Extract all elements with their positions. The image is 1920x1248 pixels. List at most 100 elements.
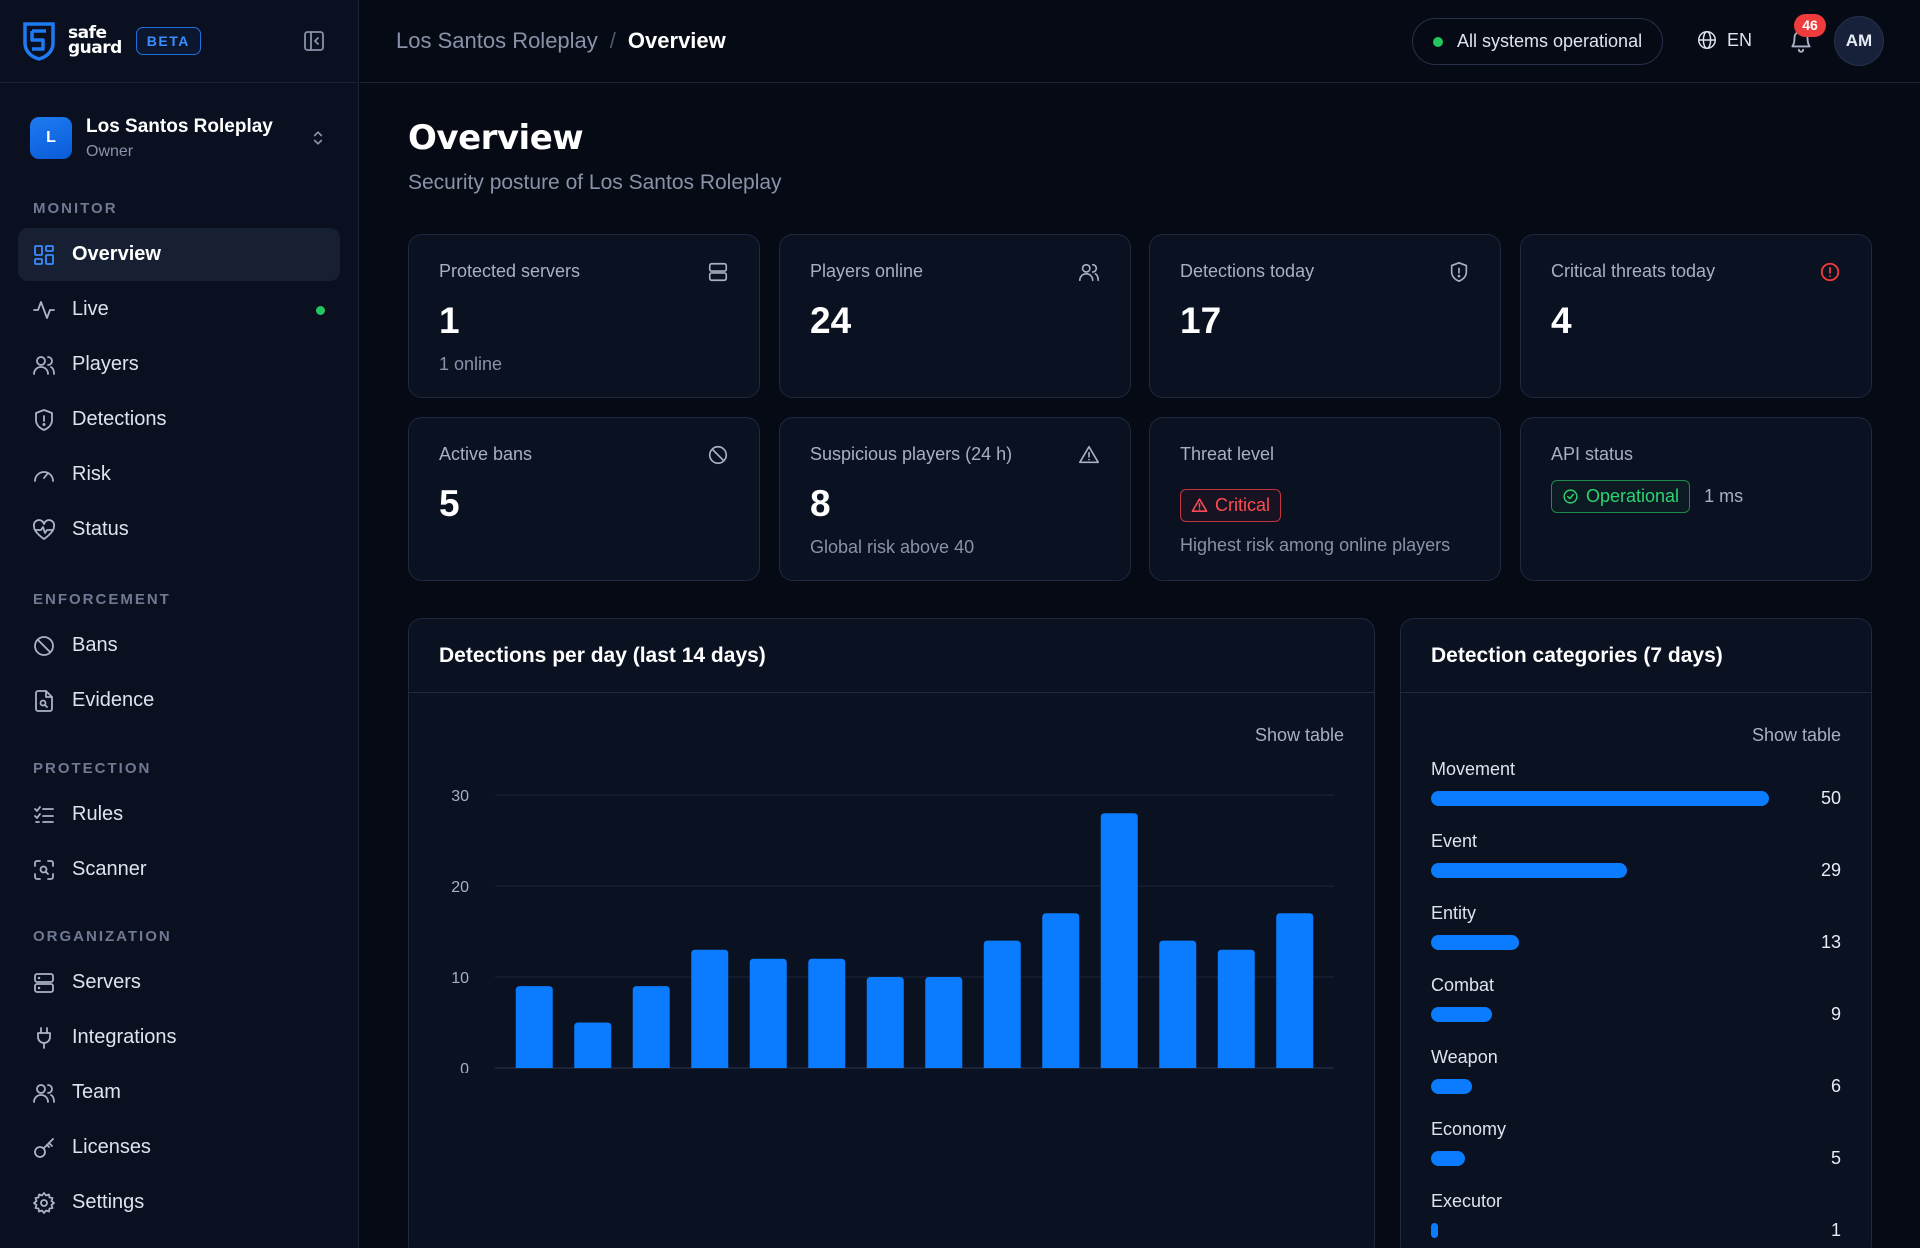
stat-sub: Highest risk among online players xyxy=(1180,535,1451,555)
sidebar-item-label: Live xyxy=(72,298,109,320)
sidebar-item-label: Detections xyxy=(72,408,167,430)
api-status-text: Operational xyxy=(1586,486,1680,506)
user-avatar[interactable]: AM xyxy=(1834,16,1884,66)
threat-level-text: Critical xyxy=(1215,495,1271,515)
stat-card-players-online: Players online 24 xyxy=(779,234,1131,398)
sidebar-item-team[interactable]: Team xyxy=(18,1066,340,1119)
category-value: 50 xyxy=(1820,788,1841,808)
org-name: Los Santos Roleplay xyxy=(86,115,273,137)
category-label: Executor xyxy=(1431,1191,1503,1211)
stat-label: Protected servers xyxy=(439,261,581,281)
category-row: Weapon 6 xyxy=(1431,1047,1841,1119)
check-circle-icon xyxy=(1563,489,1578,504)
system-status-pill[interactable]: All systems operational xyxy=(1412,18,1664,65)
stat-label: Threat level xyxy=(1180,444,1275,464)
pulse-icon xyxy=(33,300,55,319)
sidebar-item-evidence[interactable]: Evidence xyxy=(18,674,340,727)
category-label: Entity xyxy=(1431,903,1477,923)
sidebar-item-label: Team xyxy=(72,1081,121,1103)
category-row: Entity 13 xyxy=(1431,903,1841,975)
category-row: Executor 1 xyxy=(1431,1191,1841,1248)
gear-icon xyxy=(33,1191,55,1214)
stat-value: 5 xyxy=(439,483,460,524)
sidebar-item-players[interactable]: Players xyxy=(18,338,340,391)
sidebar-item-licenses[interactable]: Licenses xyxy=(18,1121,340,1174)
chart-bar xyxy=(515,986,553,1068)
nav-section-enforcement: ENFORCEMENT xyxy=(33,591,171,608)
sidebar-item-label: Integrations xyxy=(72,1026,177,1048)
stat-label: Players online xyxy=(810,261,924,281)
category-bar xyxy=(1431,863,1628,878)
page-title: Overview xyxy=(408,118,584,158)
sidebar-item-label: Overview xyxy=(72,243,161,265)
stat-card-threat-level: Threat level Critical Highest risk among… xyxy=(1149,417,1501,581)
stat-label: Critical threats today xyxy=(1551,261,1716,281)
brand-line-1: safe xyxy=(68,23,107,43)
stat-card-active-bans: Active bans 5 xyxy=(408,417,760,581)
stat-value: 8 xyxy=(810,483,831,524)
alert-circle-icon xyxy=(1820,262,1840,282)
category-value: 5 xyxy=(1830,1148,1841,1168)
category-label: Economy xyxy=(1431,1119,1507,1139)
heart-pulse-icon xyxy=(32,518,56,540)
show-table-button[interactable]: Show table xyxy=(1254,725,1344,745)
breadcrumb-separator: / xyxy=(609,28,616,53)
sidebar-item-integrations[interactable]: Integrations xyxy=(18,1011,340,1064)
show-table-button[interactable]: Show table xyxy=(1751,725,1841,745)
org-switcher[interactable]: L Los Santos Roleplay Owner xyxy=(18,100,340,176)
stat-card-critical-threats: Critical threats today 4 xyxy=(1520,234,1872,398)
breadcrumb-org[interactable]: Los Santos Roleplay xyxy=(396,28,598,53)
stat-sub: 1 online xyxy=(439,354,503,374)
category-row: Economy 5 xyxy=(1431,1119,1841,1191)
shield-icon xyxy=(1450,262,1468,282)
chart-bar xyxy=(1159,940,1197,1068)
stat-card-api-status: API status Operational 1 ms xyxy=(1520,417,1872,581)
stat-sub: Global risk above 40 xyxy=(810,537,975,557)
ban-icon xyxy=(708,445,728,465)
chart-bar xyxy=(691,949,729,1068)
y-tick-label: 0 xyxy=(460,1061,469,1073)
category-bar xyxy=(1431,1079,1472,1094)
sidebar-item-live[interactable]: Live xyxy=(18,283,340,336)
sidebar-collapse-icon[interactable] xyxy=(302,29,326,53)
category-track xyxy=(1431,1223,1769,1238)
panel-title: Detection categories (7 days) xyxy=(1401,619,1871,693)
globe-icon xyxy=(1698,31,1716,49)
category-track xyxy=(1431,1079,1769,1094)
categories-panel: Detection categories (7 days) Show table… xyxy=(1400,618,1872,1248)
sidebar-item-overview[interactable]: Overview xyxy=(18,228,340,281)
stat-value: 1 xyxy=(439,300,460,341)
sidebar-item-detections[interactable]: Detections xyxy=(18,393,340,446)
chart-bar xyxy=(574,1022,612,1068)
sidebar-item-rules[interactable]: Rules xyxy=(18,788,340,841)
sidebar-item-settings[interactable]: Settings xyxy=(18,1176,340,1229)
category-track xyxy=(1431,1007,1769,1022)
sidebar-item-label: Risk xyxy=(72,463,111,485)
key-icon xyxy=(34,1137,54,1158)
ban-icon xyxy=(34,635,54,656)
sidebar-item-label: Licenses xyxy=(72,1136,151,1158)
category-value: 1 xyxy=(1830,1220,1841,1240)
sidebar-item-status[interactable]: Status xyxy=(18,503,340,556)
sidebar-item-label: Evidence xyxy=(72,689,155,711)
chart-bar xyxy=(1217,949,1255,1068)
scan-icon xyxy=(34,859,54,880)
stat-label: Detections today xyxy=(1180,261,1315,281)
chart-bar xyxy=(866,977,904,1068)
api-status-badge: Operational xyxy=(1551,480,1691,513)
category-bar xyxy=(1431,1223,1438,1238)
y-tick-label: 30 xyxy=(451,788,469,805)
breadcrumb-current: Overview xyxy=(627,28,726,53)
category-value: 29 xyxy=(1820,860,1841,880)
safeguard-logo-icon[interactable] xyxy=(22,21,56,61)
sidebar-item-scanner[interactable]: Scanner xyxy=(18,843,340,896)
top-bar: Los Santos Roleplay / Overview xyxy=(360,0,1920,83)
sidebar-item-risk[interactable]: Risk xyxy=(18,448,340,501)
users-icon xyxy=(33,1083,55,1103)
category-label: Event xyxy=(1431,831,1478,851)
category-track xyxy=(1431,863,1769,878)
language-selector[interactable]: EN xyxy=(1696,29,1752,51)
sidebar-item-servers[interactable]: Servers xyxy=(18,956,340,1009)
sidebar-item-bans[interactable]: Bans xyxy=(18,619,340,672)
y-tick-label: 20 xyxy=(451,879,469,896)
